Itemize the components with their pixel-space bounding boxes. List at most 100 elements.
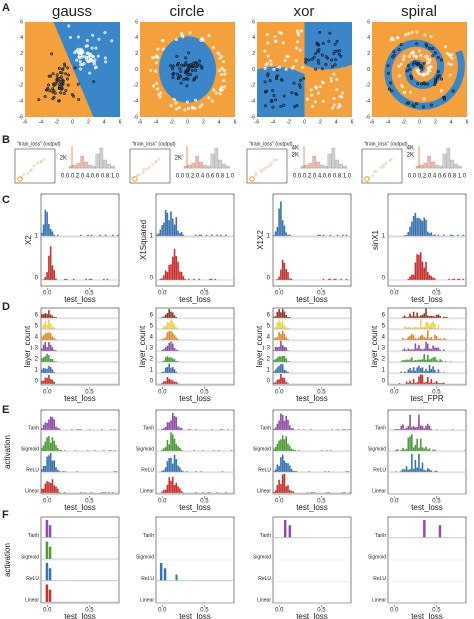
hist-bar: [157, 233, 160, 236]
x-tick-label: 2: [319, 119, 322, 125]
hist-bar: [171, 343, 174, 351]
point: [391, 55, 395, 59]
point: [329, 76, 333, 81]
point: [318, 30, 322, 35]
y-tick-label: 3: [267, 346, 271, 352]
hist-bar: [177, 383, 179, 384]
point: [55, 73, 59, 77]
thumb-dot: [261, 168, 265, 172]
hist-bar: [62, 471, 64, 472]
hist-bar: [41, 488, 43, 493]
hist-bar: [418, 365, 420, 373]
region: [53, 22, 120, 117]
hist-bar: [285, 486, 288, 493]
hist-bar: [177, 261, 179, 280]
thumb-x-tick: 1.0: [111, 174, 120, 180]
point: [338, 104, 342, 108]
point: [68, 35, 72, 39]
point: [411, 103, 415, 107]
hist-bar: [44, 368, 47, 373]
hist-bar: [343, 492, 346, 493]
hist-bar: [53, 485, 56, 493]
hist-bar: [396, 328, 399, 329]
hist-bar: [347, 471, 350, 472]
hist-bar: [49, 442, 52, 451]
hist-bar: [414, 326, 417, 329]
hist-bar: [193, 450, 195, 451]
hist-bar: [419, 438, 422, 451]
point: [402, 58, 406, 62]
hist-bar: [166, 422, 169, 430]
hist-bar: [180, 427, 183, 430]
hist-bar: [425, 219, 427, 236]
hist-bar: [173, 485, 176, 493]
hist-bar: [407, 360, 410, 362]
hist-bar: [280, 413, 282, 430]
thumb-bar: [199, 161, 203, 169]
hist-bar: [108, 450, 110, 451]
hist-bar: [427, 231, 429, 236]
hist-bar: [409, 414, 411, 430]
point: [268, 79, 272, 83]
hist-bar: [405, 372, 408, 373]
hist-bar: [276, 367, 279, 373]
hist-bar: [283, 378, 286, 384]
hist-bar: [170, 432, 172, 451]
point: [392, 50, 396, 54]
hist-bar: [280, 439, 282, 451]
hist-bar: [55, 350, 57, 351]
point: [433, 51, 437, 55]
hist-bar: [44, 277, 47, 280]
thumb-bar: [450, 159, 454, 169]
thumb-bar: [316, 161, 320, 169]
point: [419, 53, 423, 57]
panel-label: A: [2, 2, 10, 14]
point: [272, 93, 276, 98]
point: [220, 88, 224, 92]
point: [439, 58, 443, 62]
point: [310, 93, 314, 97]
y-tick-label: 3: [382, 346, 386, 352]
point: [93, 58, 97, 62]
point: [160, 38, 165, 43]
point: [103, 31, 107, 35]
thumb-bar: [304, 164, 309, 169]
hist-bar: [273, 382, 275, 384]
hist-bar: [430, 315, 433, 318]
hist-bar: [393, 429, 395, 430]
hist-bar: [430, 348, 433, 351]
thumb-dot: [254, 174, 258, 178]
point: [423, 33, 427, 37]
hist-bar: [48, 435, 50, 451]
hist-bar: [161, 382, 163, 384]
hist-bar: [411, 434, 413, 451]
hist-bar: [439, 349, 442, 351]
hist-bar: [437, 338, 440, 340]
hist-bar: [48, 546, 52, 559]
hist-bar: [458, 278, 461, 280]
hist-bar: [416, 348, 418, 351]
hist-bar: [88, 278, 91, 280]
hist-bar: [288, 489, 291, 493]
point: [307, 58, 311, 62]
hist-bar: [411, 333, 413, 340]
hist-bar: [285, 462, 288, 472]
hist-bar: [180, 272, 183, 280]
point: [316, 58, 320, 62]
hist-bar: [216, 234, 218, 236]
hist-bar: [179, 233, 181, 236]
hist-bar: [437, 325, 440, 329]
x-tick-label: -2: [169, 119, 174, 125]
category-label: Sigmoid: [21, 446, 39, 452]
hist-bar: [87, 450, 89, 451]
hist-bar: [402, 338, 404, 340]
hist-bar: [280, 322, 282, 329]
hist-bar: [168, 444, 171, 451]
hist-bar: [182, 492, 185, 493]
hist-bar: [280, 364, 282, 373]
hist-bar: [161, 225, 163, 236]
point: [76, 82, 80, 86]
hist-bar: [177, 230, 179, 236]
hist-bar: [425, 381, 427, 384]
hist-bar: [442, 234, 445, 236]
